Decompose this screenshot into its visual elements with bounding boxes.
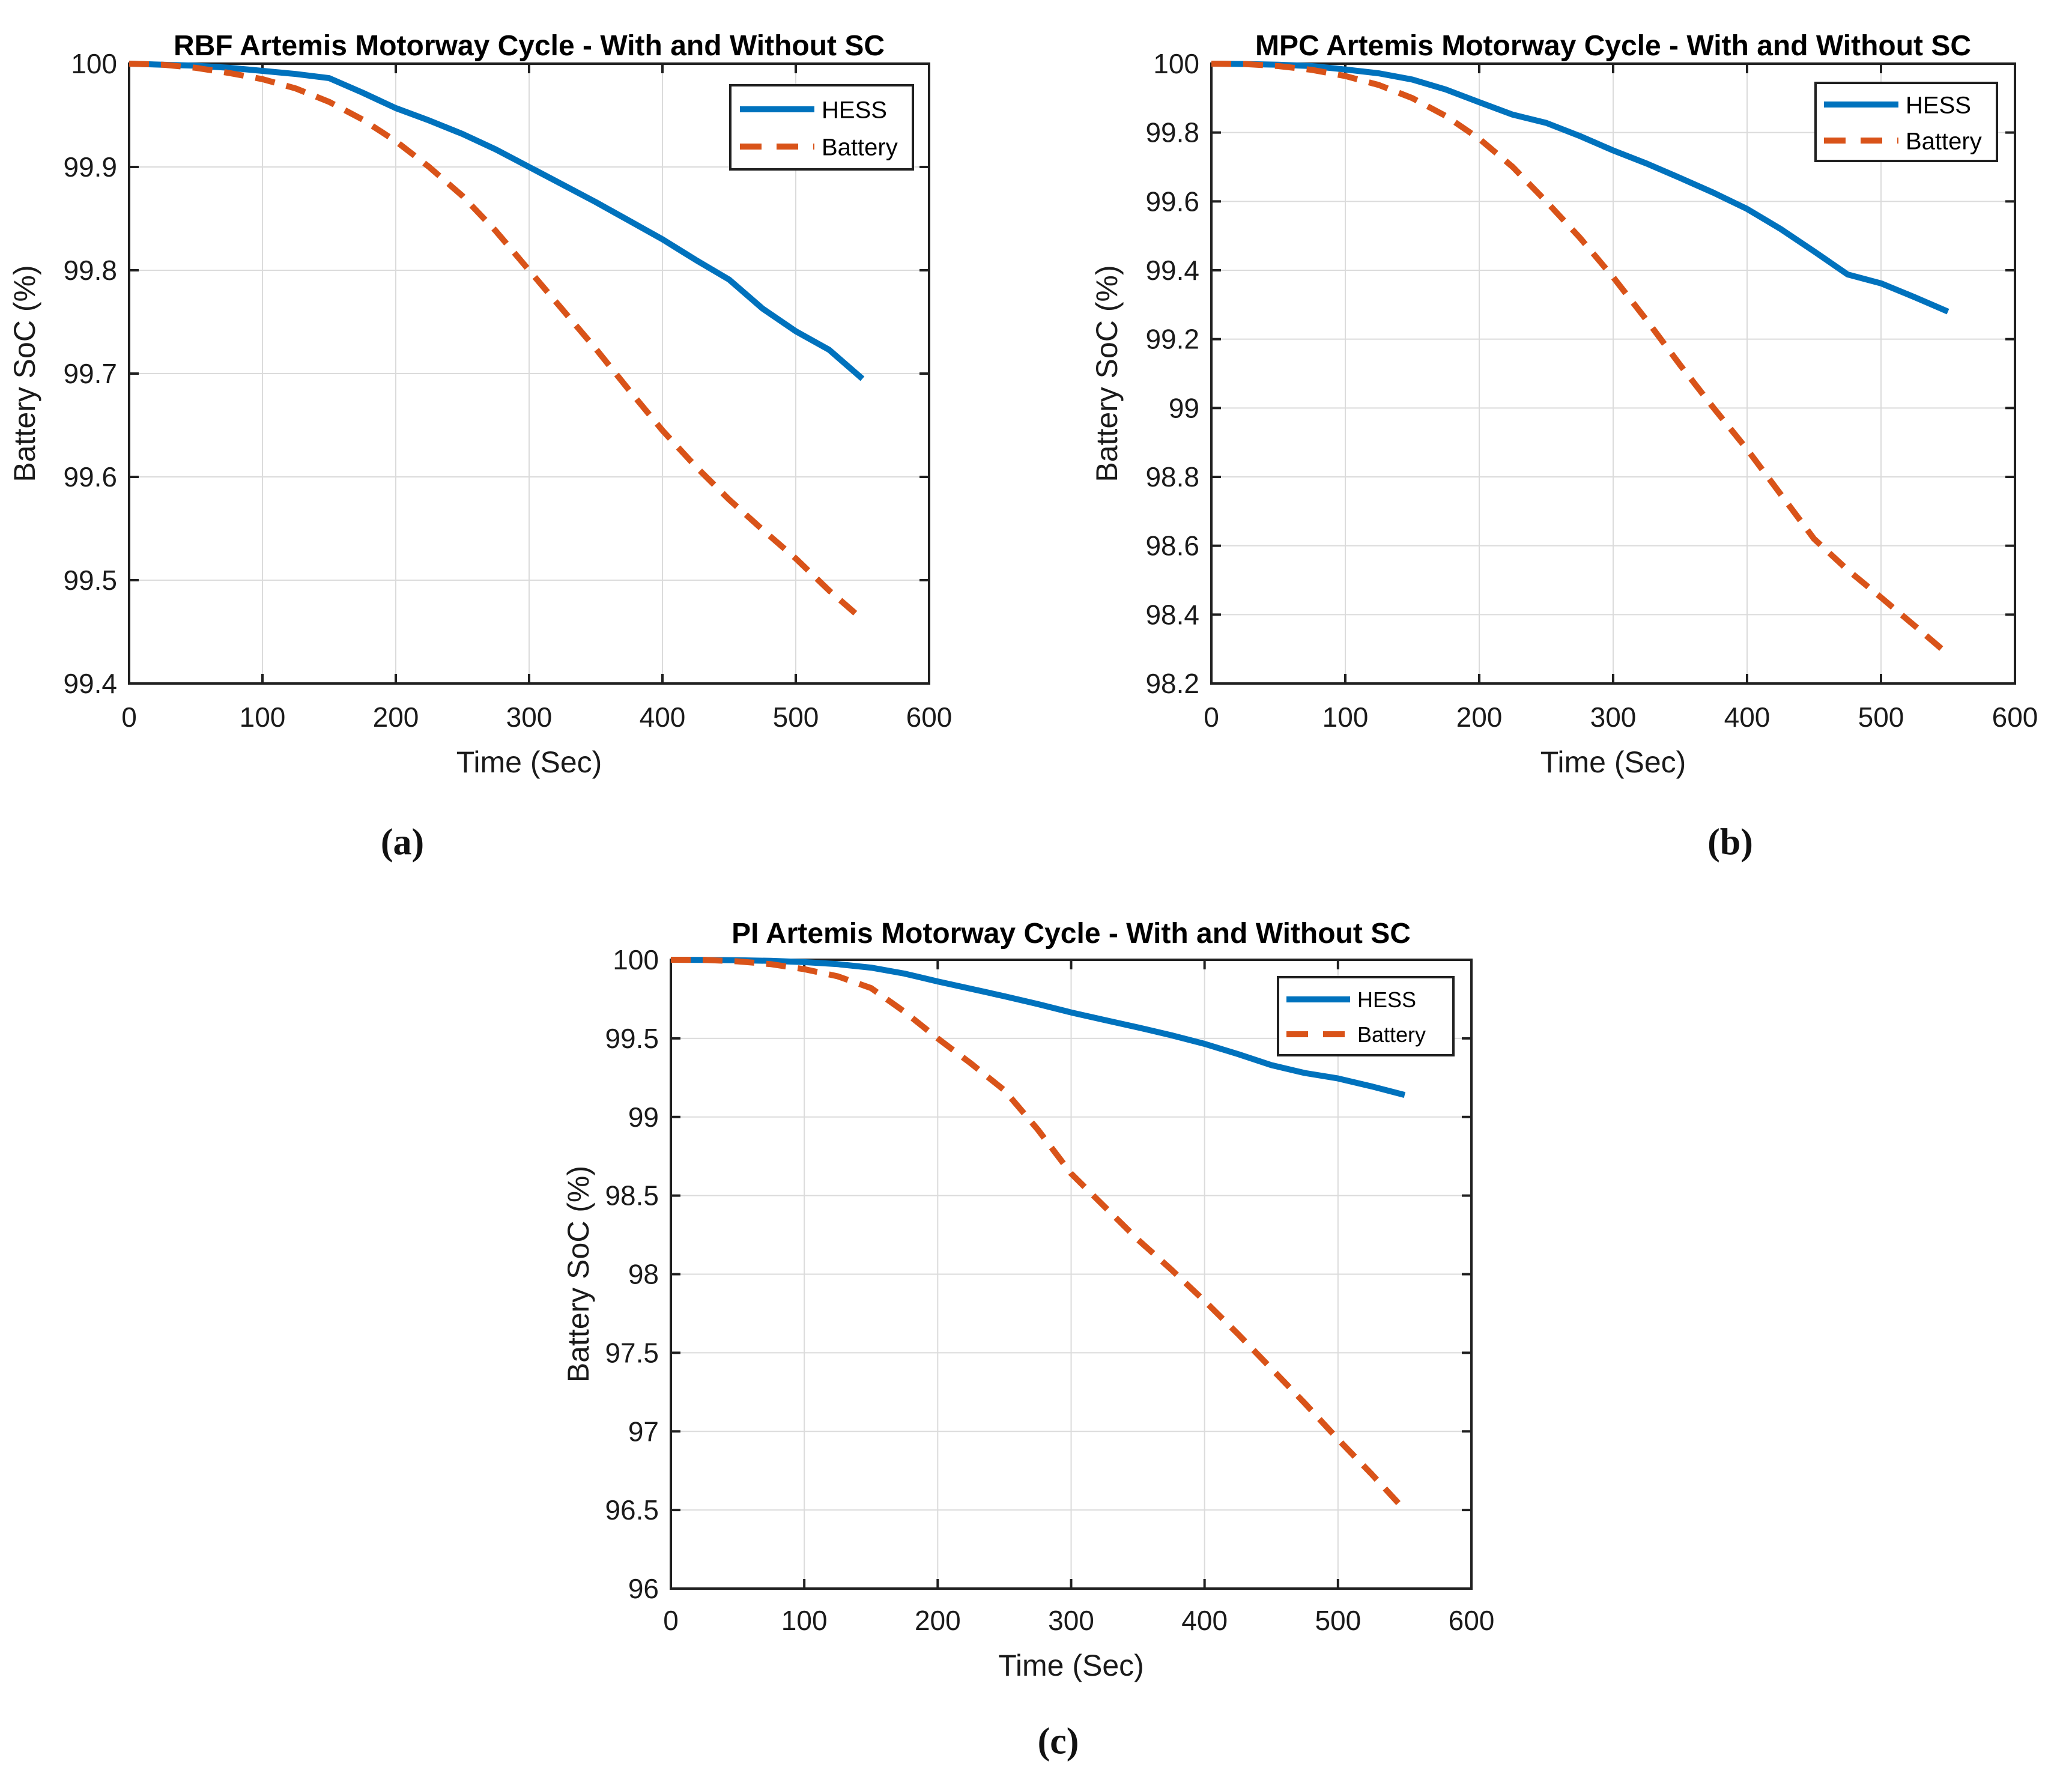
y-tick-label: 99.4 xyxy=(1145,255,1199,286)
x-tick-label: 600 xyxy=(1992,702,2038,733)
x-tick-label: 500 xyxy=(1315,1605,1361,1636)
x-tick-labels: 0 100 200 300 400 500 600 xyxy=(1204,702,2038,733)
legend-label-hess: HESS xyxy=(822,97,887,123)
series-battery-line xyxy=(129,61,865,622)
y-tick-label: 98.6 xyxy=(1145,530,1199,562)
x-tick-label: 100 xyxy=(1322,702,1369,733)
y-tick-label: 96.5 xyxy=(605,1494,659,1526)
y-tick-label: 98 xyxy=(628,1259,659,1290)
legend-box xyxy=(1814,82,1998,162)
x-tick-label: 200 xyxy=(1456,702,1503,733)
y-tick-label: 99 xyxy=(628,1102,659,1133)
y-tick-labels: 96 96.5 97 97.5 98 98.5 99 99.5 100 xyxy=(605,944,659,1604)
series-battery-line xyxy=(670,957,1407,1512)
x-tick-label: 400 xyxy=(640,702,686,733)
tick-marks xyxy=(128,62,930,685)
x-tick-label: 0 xyxy=(663,1605,679,1636)
y-tick-label: 100 xyxy=(1153,48,1199,79)
y-tick-label: 100 xyxy=(613,944,659,975)
x-tick-label: 300 xyxy=(506,702,553,733)
x-axis-label: Time (Sec) xyxy=(998,1649,1144,1682)
x-tick-label: 500 xyxy=(1858,702,1904,733)
y-axis-label: Battery SoC (%) xyxy=(1090,265,1124,482)
legend-label-battery: Battery xyxy=(822,134,898,160)
x-tick-label: 200 xyxy=(915,1605,961,1636)
x-tick-label: 400 xyxy=(1724,702,1771,733)
legend-box xyxy=(729,84,914,171)
y-tick-label: 97.5 xyxy=(605,1337,659,1368)
y-tick-label: 99.6 xyxy=(1145,186,1199,217)
subfigure-caption-b: (b) xyxy=(1707,822,1753,863)
y-tick-label: 99.8 xyxy=(1145,117,1199,148)
legend-label-hess: HESS xyxy=(1906,92,1971,118)
y-tick-label: 98.4 xyxy=(1145,599,1199,630)
chart-title: PI Artemis Motorway Cycle - With and Wit… xyxy=(732,918,1411,950)
series-hess-line xyxy=(129,61,865,381)
chart-a: 0 100 200 300 400 500 60099.499.599.699.799.89… xyxy=(8,30,952,779)
legend: HESS Battery xyxy=(729,84,914,171)
y-tick-label: 99.4 xyxy=(63,668,117,699)
grid-b xyxy=(1211,63,2016,684)
y-tick-label: 99.5 xyxy=(63,565,117,596)
x-tick-label: 500 xyxy=(773,702,819,733)
chart-title: MPC Artemis Motorway Cycle - With and Wi… xyxy=(1255,30,1971,62)
x-axis-label: Time (Sec) xyxy=(1540,745,1686,779)
legend-label-hess: HESS xyxy=(1357,987,1416,1012)
y-tick-label: 98.2 xyxy=(1145,668,1199,699)
legend-label-battery: Battery xyxy=(1357,1022,1426,1047)
y-axis-label: Battery SoC (%) xyxy=(8,265,41,482)
chart-b: 0 100 200 300 400 500 600 98.2 98.4 98.6 98.8 99 99.… xyxy=(1090,30,2038,779)
subfigure-caption-c: (c) xyxy=(1037,1721,1079,1762)
series-hess-line xyxy=(670,957,1406,1098)
x-tick-labels: 0 100 200 300 400 500 600 xyxy=(663,1605,1494,1636)
y-tick-label: 99.9 xyxy=(63,151,117,183)
x-tick-label: 0 xyxy=(121,702,137,733)
y-tick-label: 100 xyxy=(71,48,117,79)
x-tick-labels: 0 100 200 300 400 500 600 xyxy=(121,702,952,733)
x-tick-label: 200 xyxy=(373,702,419,733)
x-tick-label: 300 xyxy=(1048,1605,1094,1636)
series-hess-line xyxy=(1211,61,1949,315)
y-tick-label: 98.5 xyxy=(605,1180,659,1211)
legend-label-battery: Battery xyxy=(1906,128,1982,154)
y-tick-label: 96 xyxy=(628,1573,659,1604)
chart-title: RBF Artemis Motorway Cycle - With and Wi… xyxy=(174,30,885,62)
legend-box xyxy=(1277,976,1455,1056)
chart-c: 0 100 200 300 400 500 6009696.59797.59898.5999… xyxy=(562,918,1494,1682)
subfigure-caption-a: (a) xyxy=(380,822,425,863)
x-tick-label: 300 xyxy=(1590,702,1637,733)
series-battery-line xyxy=(1211,61,1950,657)
legend: HESS Battery xyxy=(1277,976,1455,1056)
y-tick-label: 99.5 xyxy=(605,1023,659,1054)
x-tick-label: 100 xyxy=(240,702,286,733)
y-tick-label: 99.7 xyxy=(63,358,117,389)
y-tick-labels: 98.2 98.4 98.6 98.8 99 99.2 99.4 99.6 99.8 100 xyxy=(1145,48,1199,699)
x-tick-label: 400 xyxy=(1181,1605,1228,1636)
y-tick-label: 99.6 xyxy=(63,461,117,492)
legend: HESS Battery xyxy=(1814,82,1998,162)
y-tick-label: 98.8 xyxy=(1145,461,1199,492)
x-axis-label: Time (Sec) xyxy=(456,745,602,779)
x-tick-label: 600 xyxy=(906,702,953,733)
y-tick-label: 99.2 xyxy=(1145,324,1199,355)
x-tick-label: 100 xyxy=(781,1605,828,1636)
y-axis-label: Battery SoC (%) xyxy=(562,1166,595,1383)
x-tick-label: 600 xyxy=(1449,1605,1495,1636)
y-tick-label: 97 xyxy=(628,1416,659,1447)
x-tick-label: 0 xyxy=(1204,702,1219,733)
y-tick-labels: 99.4 99.5 99.6 99.7 99.8 99.9 100 xyxy=(63,48,117,699)
y-tick-label: 99.8 xyxy=(63,255,117,286)
y-tick-label: 99 xyxy=(1169,392,1199,423)
